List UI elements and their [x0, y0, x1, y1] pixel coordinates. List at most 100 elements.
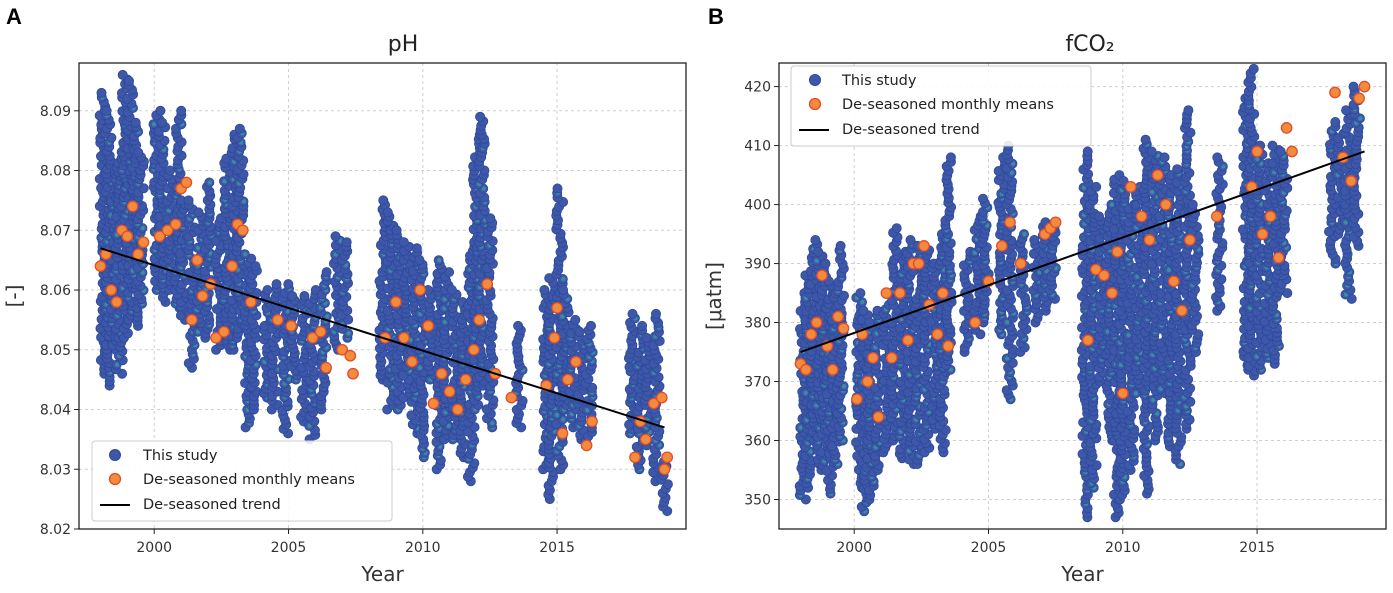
panel-a-legend-marker-means	[108, 472, 122, 486]
y-tick-label: 380	[744, 316, 771, 332]
this-study-point-highlight	[325, 314, 330, 319]
this-study-point-highlight	[560, 314, 565, 319]
monthly-mean-point	[398, 331, 410, 344]
y-tick-label: 410	[744, 139, 771, 155]
panel-a-letter: A	[6, 4, 22, 29]
this-study-point	[414, 255, 425, 266]
this-study-point	[651, 308, 662, 319]
monthly-mean-point	[443, 385, 456, 398]
this-study-point	[382, 207, 393, 218]
x-tick-label: 2015	[1239, 540, 1275, 556]
this-study-point-highlight	[151, 122, 157, 127]
monthly-mean-point	[105, 284, 118, 296]
monthly-mean-point	[218, 325, 230, 338]
panel-a-trend-line	[100, 247, 665, 429]
this-study-point-highlight	[803, 390, 808, 395]
this-study-point-highlight	[561, 417, 566, 422]
this-study-point-highlight	[243, 252, 248, 257]
panel-a-legend-label-means: De-seasoned monthly means	[143, 472, 355, 488]
this-study-point-highlight	[207, 180, 212, 185]
this-study-point	[341, 237, 352, 248]
this-study-point-highlight	[1126, 332, 1131, 338]
y-tick-label: 8.09	[40, 104, 71, 120]
this-study-point-highlight	[481, 186, 486, 191]
this-study-point	[133, 147, 144, 158]
this-study-point	[475, 111, 486, 122]
y-tick-label: 370	[744, 375, 771, 391]
this-study-point	[250, 261, 261, 272]
this-study-point	[164, 165, 175, 176]
monthly-mean-point	[196, 290, 209, 302]
panel-a-legend-label-trend: De-seasoned trend	[143, 497, 281, 513]
monthly-mean-point	[344, 349, 357, 362]
this-study-point-highlight	[1004, 320, 1010, 325]
this-study-point-highlight	[490, 420, 495, 426]
this-study-point	[513, 320, 524, 331]
panel-a-plot-area	[94, 69, 674, 517]
this-study-point	[1094, 211, 1105, 222]
this-study-point-highlight	[841, 384, 847, 389]
monthly-mean-point	[110, 296, 123, 308]
this-study-point-highlight	[1009, 170, 1015, 175]
this-study-point	[193, 207, 204, 218]
panel-a-monthly-means-points	[94, 176, 674, 476]
panel-a-legend-marker-study	[109, 449, 121, 461]
monthly-mean-point	[655, 391, 668, 404]
this-study-point	[283, 279, 294, 290]
this-study-point-highlight	[208, 251, 213, 256]
monthly-mean-point	[245, 296, 257, 308]
this-study-point	[411, 243, 422, 254]
this-study-point	[330, 231, 341, 242]
this-study-point	[176, 105, 187, 116]
monthly-mean-point	[169, 218, 182, 231]
this-study-point-highlight	[814, 258, 819, 263]
y-tick-label: 8.04	[40, 403, 71, 419]
this-study-point-highlight	[346, 331, 351, 336]
monthly-mean-point	[661, 451, 674, 464]
monthly-mean-point	[459, 373, 472, 386]
this-study-point	[1140, 134, 1151, 145]
x-tick-label: 2010	[405, 540, 441, 556]
this-study-point-highlight	[1154, 411, 1160, 416]
this-study-point-highlight	[140, 270, 146, 275]
this-study-point	[155, 105, 166, 116]
monthly-mean-point	[390, 296, 402, 308]
this-study-point	[855, 288, 866, 299]
y-tick-label: 8.03	[40, 462, 71, 478]
this-study-point	[835, 240, 846, 251]
monthly-mean-point	[570, 355, 582, 368]
panel-a-legend-label-study: This study	[142, 448, 218, 464]
x-tick-label: 2000	[136, 540, 172, 556]
this-study-point-highlight	[140, 225, 146, 231]
monthly-mean-point	[210, 331, 222, 344]
this-study-point-highlight	[948, 367, 954, 372]
this-study-point-highlight	[285, 309, 291, 314]
this-study-point-highlight	[286, 376, 292, 382]
x-tick-label: 2010	[1105, 540, 1141, 556]
this-study-point	[1091, 181, 1102, 192]
monthly-mean-point	[639, 433, 652, 446]
y-tick-label: 390	[744, 257, 771, 273]
monthly-mean-point	[121, 230, 134, 243]
this-study-point-highlight	[1005, 356, 1010, 361]
this-study-point-highlight	[808, 449, 813, 454]
this-study-point	[869, 383, 880, 394]
y-tick-label: 8.06	[40, 283, 71, 299]
monthly-mean-point	[580, 439, 593, 452]
monthly-mean-point	[414, 284, 426, 296]
panel-a-ticks: 2000 2005 2010 20158.028.038.048.058.068.07…	[40, 104, 575, 556]
this-study-point	[321, 267, 332, 278]
this-study-point-highlight	[241, 199, 247, 204]
this-study-point	[891, 223, 902, 234]
monthly-mean-point	[161, 224, 174, 237]
monthly-mean-point	[226, 260, 238, 272]
this-study-point-highlight	[222, 179, 227, 184]
monthly-mean-point	[347, 367, 359, 380]
monthly-mean-point	[271, 314, 284, 326]
monthly-mean-point	[435, 367, 448, 380]
this-study-point	[858, 305, 869, 316]
this-study-point	[299, 290, 310, 301]
monthly-mean-point	[406, 355, 418, 368]
